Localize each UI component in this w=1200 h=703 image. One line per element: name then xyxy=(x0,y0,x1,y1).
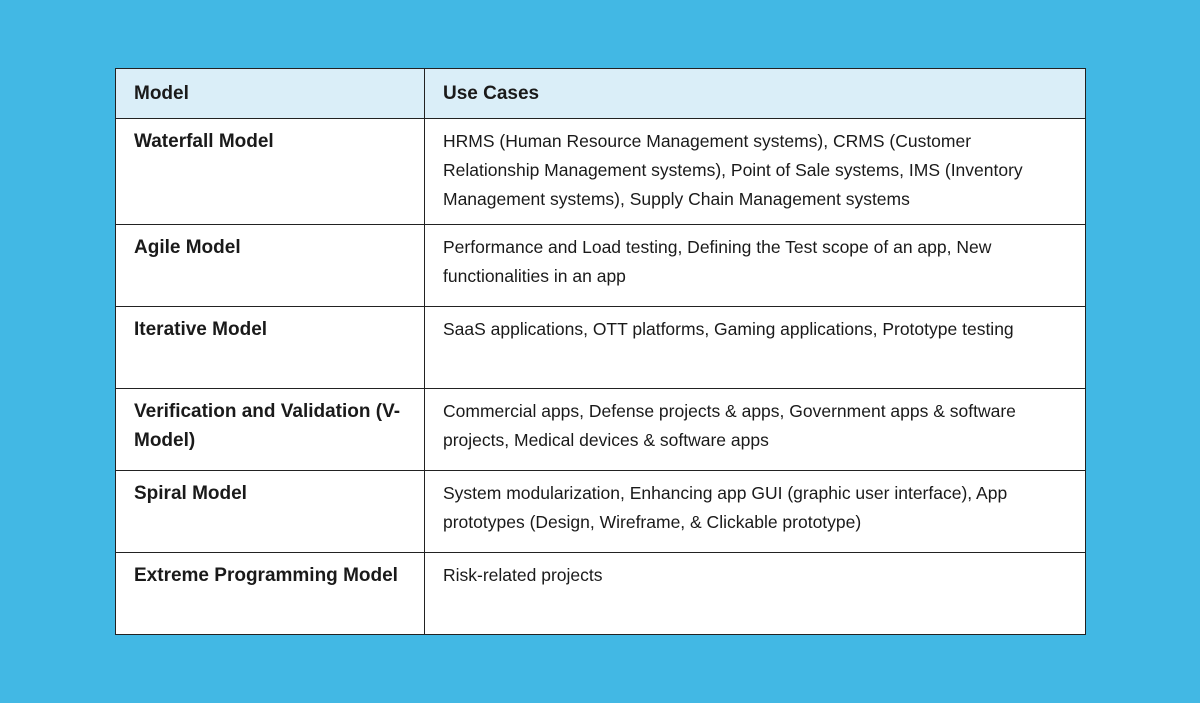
use-case-cell: HRMS (Human Resource Management systems)… xyxy=(424,118,1086,225)
table: Model Use Cases Waterfall Model HRMS (Hum… xyxy=(115,68,1086,635)
header-cell: Use Cases xyxy=(424,68,1086,119)
table-row: Extreme Programming Model Risk-related pr… xyxy=(115,552,1086,635)
use-case-cell: Commercial apps, Defense projects & apps… xyxy=(424,388,1086,471)
header-row: Model Use Cases xyxy=(115,68,1086,119)
use-case-cell: System modularization, Enhancing app GUI… xyxy=(424,470,1086,553)
table-row: Waterfall Model HRMS (Human Resource Mana… xyxy=(115,118,1086,225)
table-row: Verification and Validation (V-Model) Com… xyxy=(115,388,1086,471)
table-row: Spiral Model System modularization, Enhan… xyxy=(115,470,1086,553)
model-cell: Verification and Validation (V-Model) xyxy=(115,388,425,471)
model-cell: Extreme Programming Model xyxy=(115,552,425,635)
table-row: Iterative Model SaaS applications, OTT pl… xyxy=(115,306,1086,389)
table-row: Agile Model Performance and Load testing,… xyxy=(115,224,1086,307)
use-case-cell: Risk-related projects xyxy=(424,552,1086,635)
model-cell: Iterative Model xyxy=(115,306,425,389)
model-cell: Waterfall Model xyxy=(115,118,425,225)
model-cell: Agile Model xyxy=(115,224,425,307)
use-case-cell: SaaS applications, OTT platforms, Gaming… xyxy=(424,306,1086,389)
use-case-cell: Performance and Load testing, Defining t… xyxy=(424,224,1086,307)
header-cell: Model xyxy=(115,68,425,119)
model-cell: Spiral Model xyxy=(115,470,425,553)
